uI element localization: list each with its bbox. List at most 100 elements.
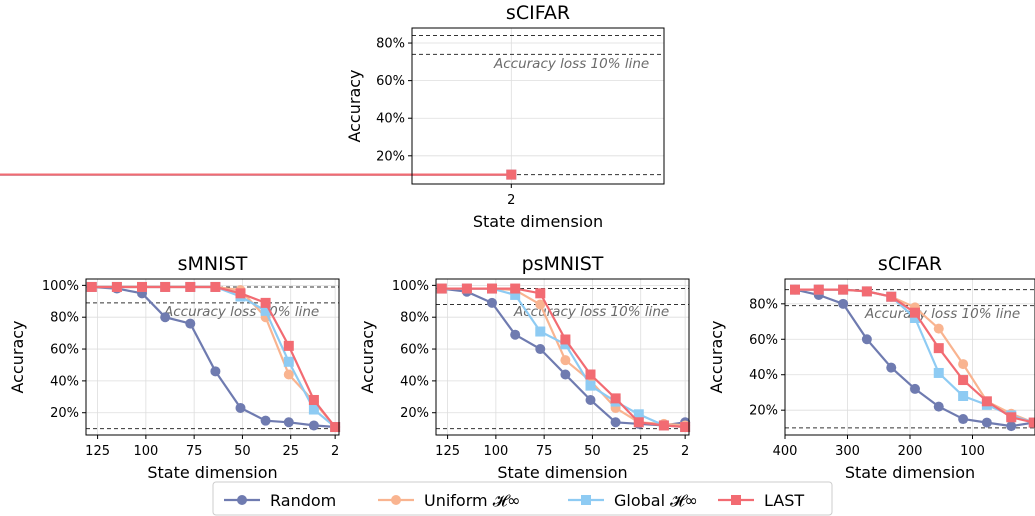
data-point xyxy=(861,286,872,297)
data-point xyxy=(560,334,571,345)
data-point xyxy=(933,367,944,378)
data-point xyxy=(111,281,122,292)
x-tick-label: 2 xyxy=(507,193,515,208)
series-last xyxy=(436,283,691,433)
plot-frame xyxy=(411,27,665,185)
legend-entry-0: Random xyxy=(224,491,336,510)
y-axis-label: Accuracy xyxy=(358,320,377,393)
data-point xyxy=(1006,421,1017,432)
x-tick-label: 75 xyxy=(186,444,203,459)
data-point xyxy=(838,298,849,309)
data-point xyxy=(235,402,246,413)
data-point xyxy=(308,394,319,405)
data-point xyxy=(487,297,498,308)
y-tick-label: 80% xyxy=(50,311,79,326)
legend-entry-3: LAST xyxy=(718,491,804,510)
data-point xyxy=(958,391,969,401)
y-tick-label: 60% xyxy=(376,74,405,89)
x-axis-label: State dimension xyxy=(147,463,277,482)
data-point xyxy=(283,369,294,380)
series-last xyxy=(0,169,517,180)
x-axis-label: State dimension xyxy=(473,212,603,231)
y-tick-label: 80% xyxy=(749,297,778,312)
data-point xyxy=(235,288,246,299)
x-axis-label: State dimension xyxy=(845,463,975,482)
x-axis-label: State dimension xyxy=(497,463,627,482)
data-point xyxy=(185,281,196,292)
series-line xyxy=(0,173,512,176)
x-tick-label: 125 xyxy=(85,444,110,459)
chart-panel-0: Accuracy loss 10% line30K20K10K220%40%60… xyxy=(0,2,665,231)
series-line xyxy=(0,173,512,176)
legend-marker xyxy=(581,495,591,505)
y-tick-label: 20% xyxy=(749,404,778,419)
data-point xyxy=(160,312,171,323)
data-point xyxy=(958,375,969,386)
data-point xyxy=(886,362,897,373)
data-point xyxy=(86,281,97,292)
data-point xyxy=(790,284,800,295)
y-tick-label: 40% xyxy=(376,112,405,127)
data-point xyxy=(958,359,969,370)
series-line xyxy=(0,173,512,176)
data-point xyxy=(535,299,546,310)
data-point xyxy=(958,414,969,425)
x-tick-label: 50 xyxy=(584,444,601,459)
data-point xyxy=(633,409,644,420)
legend-label: Global 𝓗∞ xyxy=(614,491,698,510)
plot-frame xyxy=(85,278,340,436)
data-point xyxy=(487,283,498,294)
series-last xyxy=(86,281,341,433)
data-point xyxy=(680,422,691,433)
x-tick-label: 400 xyxy=(773,444,798,459)
data-point xyxy=(886,291,897,302)
data-point xyxy=(610,417,621,428)
y-tick-label: 100% xyxy=(42,279,79,294)
legend-label: LAST xyxy=(764,491,804,510)
data-point xyxy=(1006,412,1017,423)
data-point xyxy=(585,369,596,380)
y-tick-label: 20% xyxy=(376,149,405,164)
legend-entry-1: Uniform 𝓗∞ xyxy=(378,491,520,510)
data-point xyxy=(510,283,521,294)
data-point xyxy=(910,383,920,394)
legend-marker xyxy=(731,495,741,505)
legend-box xyxy=(212,481,833,516)
chart-panel-1: Accuracy loss 10% line 125 100 75 50 25 2 20% 40… xyxy=(8,253,341,482)
data-point xyxy=(260,415,271,426)
data-point xyxy=(308,420,319,431)
y-tick-label: 40% xyxy=(50,374,79,389)
data-point xyxy=(610,393,621,404)
x-tick-label: 2 xyxy=(681,444,689,459)
data-point xyxy=(510,329,521,340)
grid xyxy=(86,279,339,435)
data-point xyxy=(633,417,644,428)
series-global xyxy=(0,169,517,180)
data-point xyxy=(283,417,294,428)
y-tick-label: 60% xyxy=(400,343,429,358)
x-tick-label: 25 xyxy=(632,444,649,459)
y-tick-label: 80% xyxy=(376,37,405,52)
y-tick-label: 40% xyxy=(400,374,429,389)
data-point xyxy=(283,356,294,367)
data-point xyxy=(283,340,294,351)
legend-marker xyxy=(391,495,401,505)
x-tick-label: 300 xyxy=(835,444,860,459)
data-point xyxy=(1028,417,1035,428)
annotation-label: Accuracy loss 10% line xyxy=(864,306,1020,322)
y-tick-label: 20% xyxy=(400,406,429,421)
x-tick-label: 25 xyxy=(282,444,299,459)
plot-frame xyxy=(435,278,690,436)
y-tick-label: 80% xyxy=(400,311,429,326)
data-point xyxy=(910,307,920,318)
data-point xyxy=(185,318,196,329)
data-point xyxy=(510,289,521,300)
y-tick-label: 40% xyxy=(749,368,778,383)
data-point xyxy=(535,344,546,355)
data-point xyxy=(506,169,517,180)
data-point xyxy=(308,404,319,415)
legend-label: Uniform 𝓗∞ xyxy=(424,491,520,510)
data-point xyxy=(560,369,571,380)
legend-label: Random xyxy=(270,491,336,510)
